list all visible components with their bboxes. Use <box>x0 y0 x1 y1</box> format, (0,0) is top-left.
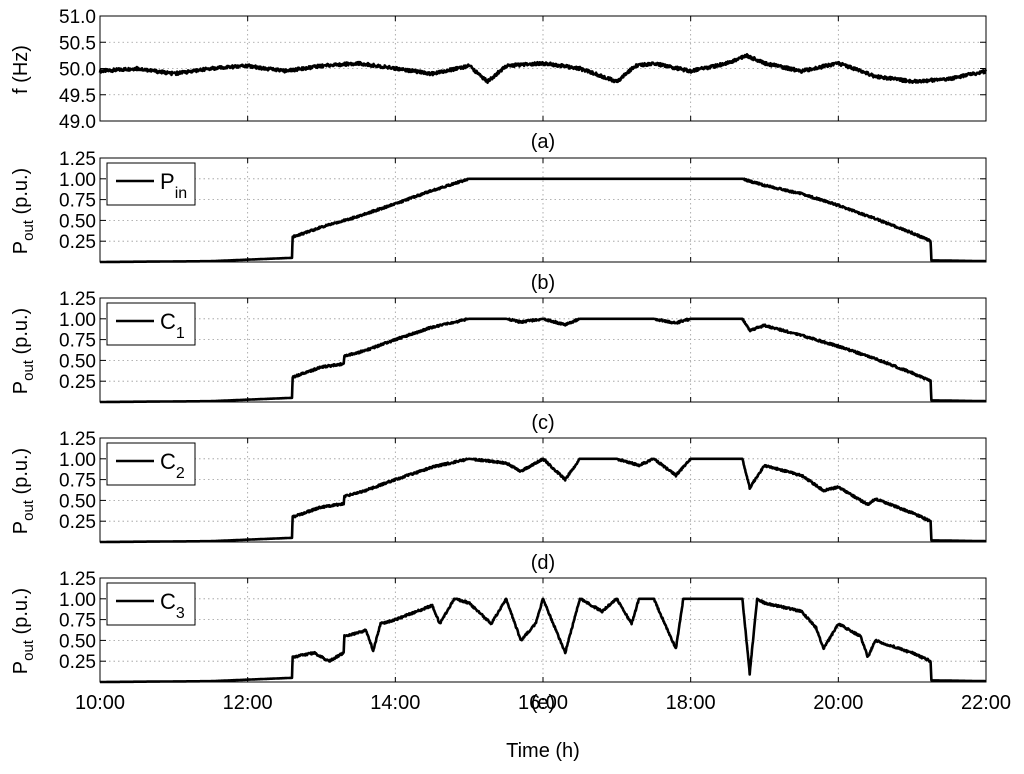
panel-caption: (e) <box>531 692 555 714</box>
y-tick-label: 1.00 <box>59 170 96 191</box>
x-tick-label: 20:00 <box>813 692 863 714</box>
series-line-Pin <box>99 177 987 264</box>
y-tick-label: 0.50 <box>59 491 96 512</box>
legend: C3 <box>106 582 196 626</box>
series-line-C3 <box>99 597 987 684</box>
y-tick-label: 51.0 <box>59 7 96 28</box>
axes-box <box>99 577 987 683</box>
series-line-C1 <box>99 317 987 404</box>
panel-b: 0.250.500.751.001.25 (b) Pout (p.u.) Pin <box>10 149 987 294</box>
x-tick-label: 18:00 <box>666 692 716 714</box>
y-tick-label: 1.25 <box>59 149 96 170</box>
legend-label: C2 <box>160 449 185 482</box>
legend: C2 <box>106 442 196 486</box>
x-tick-label: 16:00 <box>518 692 568 714</box>
y-tick-label: 50.5 <box>59 33 96 54</box>
y-tick-label: 0.25 <box>59 512 96 533</box>
y-tick-label: 50.0 <box>59 60 96 81</box>
y-tick-label: 0.50 <box>59 351 96 372</box>
x-tick-label: 14:00 <box>370 692 420 714</box>
y-axis-label: Pout (p.u.) <box>10 588 37 674</box>
legend-box <box>106 582 196 626</box>
series-line-C2 <box>99 457 987 544</box>
y-tick-label: 0.75 <box>59 471 96 492</box>
panel-a: 49.0 49.5 50.0 50.5 51.0 (a) f (Hz) <box>10 7 988 153</box>
y-axis-label: f (Hz) <box>10 45 32 94</box>
y-axis-label: Pout (p.u.) <box>10 308 37 394</box>
panel-caption: (b) <box>531 272 555 294</box>
x-axis-label: Time (h) <box>506 740 580 762</box>
y-tick-label: 0.75 <box>59 191 96 212</box>
x-tick-label: 22:00 <box>961 692 1011 714</box>
panel-c: 0.250.500.751.001.25 (c) Pout (p.u.) C1 <box>10 289 987 434</box>
panel-e: 0.250.500.751.001.25 (e) Pout (p.u.) C3 <box>10 569 987 714</box>
legend-box <box>106 442 196 486</box>
y-tick-label: 1.00 <box>59 590 96 611</box>
series-line-a <box>98 53 988 84</box>
x-tick-label: 10:00 <box>75 692 125 714</box>
x-tick-label: 12:00 <box>223 692 273 714</box>
legend-label: C1 <box>160 309 185 342</box>
y-tick-label: 1.25 <box>59 569 96 590</box>
axes-box <box>99 437 987 543</box>
legend-box <box>106 162 196 206</box>
y-tick-label: 1.00 <box>59 450 96 471</box>
y-tick-label: 49.0 <box>59 112 96 133</box>
legend: C1 <box>106 302 196 346</box>
y-tick-label: 1.25 <box>59 429 96 450</box>
y-tick-label: 0.75 <box>59 331 96 352</box>
legend-box <box>106 302 196 346</box>
y-tick-label: 0.25 <box>59 372 96 393</box>
panel-caption: (c) <box>531 412 554 434</box>
panel-caption: (d) <box>531 552 555 574</box>
legend: Pin <box>106 162 196 206</box>
legend-label: C3 <box>160 589 185 622</box>
y-tick-label: 1.25 <box>59 289 96 310</box>
legend-label: Pin <box>160 169 187 202</box>
y-tick-label: 0.50 <box>59 631 96 652</box>
y-tick-label: 0.75 <box>59 611 96 632</box>
y-tick-label: 1.00 <box>59 310 96 331</box>
y-tick-label: 49.5 <box>59 86 96 107</box>
y-tick-label: 0.50 <box>59 211 96 232</box>
panel-d: 0.250.500.751.001.25 (d) Pout (p.u.) C2 <box>10 429 987 574</box>
y-tick-label: 0.25 <box>59 652 96 673</box>
y-axis-label: Pout (p.u.) <box>10 448 37 534</box>
y-tick-label: 0.25 <box>59 232 96 253</box>
panel-caption: (a) <box>531 131 555 153</box>
y-axis-label: Pout (p.u.) <box>10 168 37 254</box>
